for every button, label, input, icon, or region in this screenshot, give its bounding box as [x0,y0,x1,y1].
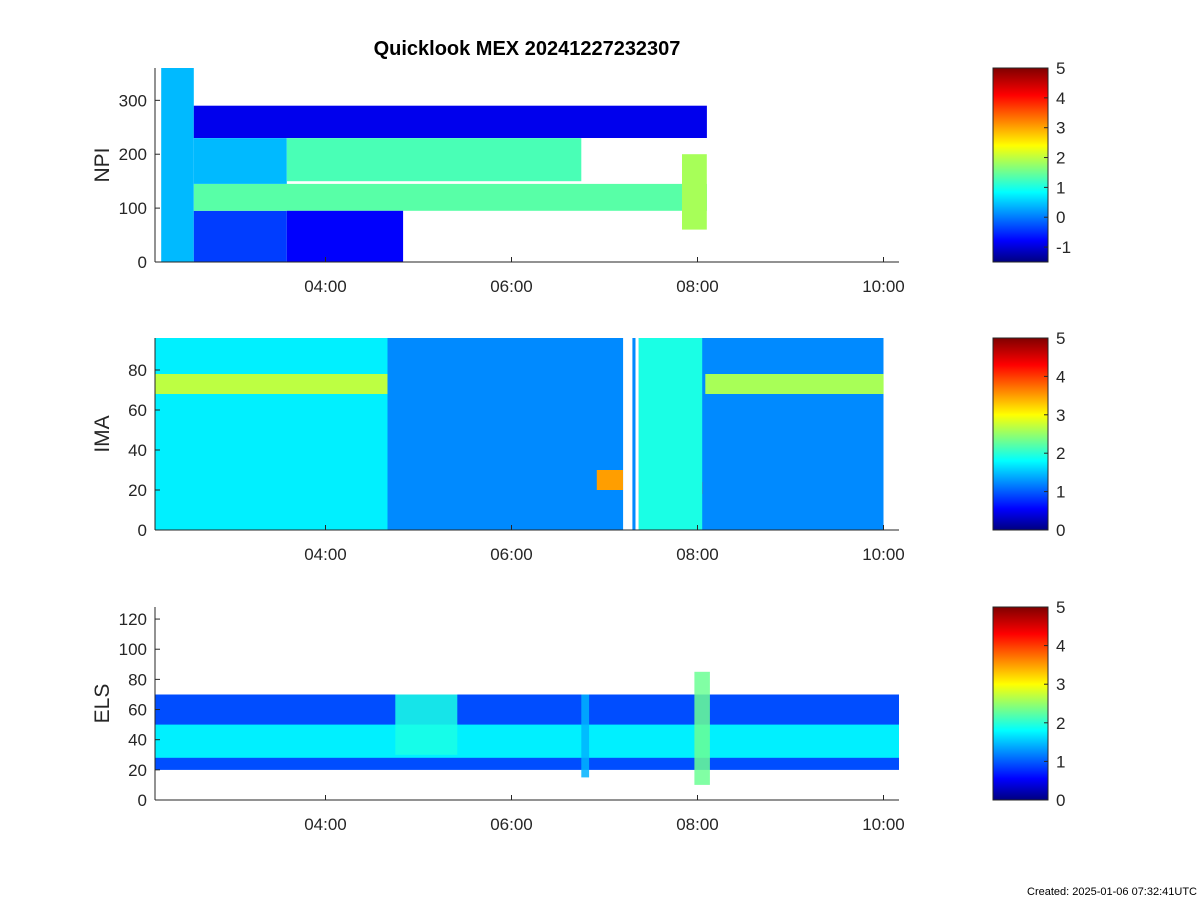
heatmap-cell-els-4 [694,671,710,785]
colorbar-tick-label: 0 [1056,208,1065,227]
heatmap-cell-els-2 [395,694,458,755]
colorbar-tick-label: 1 [1056,752,1065,771]
colorbar-tick-label: 4 [1056,367,1065,386]
heatmap-cell-npi-7 [682,154,707,230]
y-tick-label: 300 [119,91,147,110]
y-tick-label: 0 [138,791,147,810]
y-tick-label: 100 [119,640,147,659]
y-tick-label: 60 [128,401,147,420]
y-tick-label: 200 [119,145,147,164]
heatmap-cell-ima-3 [596,470,624,490]
colorbar-npi: -1 0 1 2 3 4 5 [992,59,1071,263]
heatmap-cell-els-3 [581,694,590,778]
heatmap-cell-npi-6 [286,210,404,262]
heatmap-cell-els-1 [155,724,899,758]
colorbar-tick-label: 4 [1056,637,1065,656]
colorbar-tick-label: 3 [1056,675,1065,694]
colorbar-tick-label: -1 [1056,238,1071,257]
colorbar-tick-label: 1 [1056,483,1065,502]
heatmap-cell-npi-5 [286,138,582,182]
colorbar-tick-label: 5 [1056,329,1065,348]
heatmap-cell-npi-4 [193,105,707,138]
heatmap-cell-ima-5 [638,338,703,530]
y-axis-label-els: ELS [91,684,114,724]
colorbar-els: 0 1 2 3 4 5 [992,598,1065,810]
y-tick-label: 120 [119,610,147,629]
y-tick-label: 60 [128,701,147,720]
y-axis-label-ima: IMA [91,415,114,452]
x-tick-label: 08:00 [676,545,719,564]
panel-els: 0 20 40 60 80 100 120 04:00 06:00 08:00 10:00 ELS [91,607,905,834]
y-tick-label: 100 [119,199,147,218]
colorbar-gradient [992,337,1049,531]
x-tick-label: 04:00 [304,277,347,296]
colorbar-gradient [992,606,1049,801]
heatmap-cell-npi-0 [161,68,194,262]
y-axis-label-npi: NPI [91,147,114,182]
x-tick-label: 08:00 [676,815,719,834]
x-tick-label: 10:00 [862,277,905,296]
colorbar-tick-label: 3 [1056,119,1065,138]
y-tick-label: 20 [128,761,147,780]
heatmap-cell-npi-3 [193,138,287,184]
panel-npi: 0 100 200 300 04:00 06:00 08:00 10:00 NPI [91,68,905,296]
x-tick-label: 06:00 [490,545,533,564]
y-tick-label: 40 [128,441,147,460]
y-tick-label: 80 [128,361,147,380]
heatmap-cell-npi-2 [193,183,707,211]
heatmap-cell-npi-1 [193,210,287,262]
chart-title: Quicklook MEX 20241227232307 [374,38,681,60]
colorbar-tick-label: 0 [1056,791,1065,810]
y-tick-label: 0 [138,521,147,540]
created-timestamp: Created: 2025-01-06 07:32:41UTC [1027,886,1197,898]
colorbar-tick-label: 2 [1056,444,1065,463]
x-tick-label: 10:00 [862,815,905,834]
colorbar-tick-label: 2 [1056,149,1065,168]
x-tick-label: 06:00 [490,277,533,296]
y-tick-label: 0 [138,253,147,272]
heatmap-cell-ima-0 [155,338,388,530]
colorbar-gradient [992,67,1049,263]
x-tick-label: 06:00 [490,815,533,834]
y-tick-label: 20 [128,481,147,500]
data-gap-0 [623,338,633,530]
x-tick-label: 10:00 [862,545,905,564]
y-tick-label: 40 [128,731,147,750]
colorbar-tick-label: 5 [1056,598,1065,617]
colorbar-tick-label: 1 [1056,178,1065,197]
y-tick-label: 80 [128,670,147,689]
x-tick-label: 04:00 [304,545,347,564]
colorbar-tick-label: 5 [1056,59,1065,78]
colorbar-tick-label: 3 [1056,406,1065,425]
colorbar-tick-label: 2 [1056,714,1065,733]
heatmap-cell-ima-2 [155,374,388,394]
data-gap-1 [635,338,639,530]
colorbar-tick-label: 4 [1056,89,1065,108]
x-tick-label: 04:00 [304,815,347,834]
panel-ima: 0 20 40 60 80 04:00 06:00 08:00 10:00 IMA [91,338,905,564]
colorbar-ima: 0 1 2 3 4 5 [992,329,1065,540]
x-tick-label: 08:00 [676,277,719,296]
heatmap-cell-ima-6 [705,374,884,394]
colorbar-tick-label: 0 [1056,521,1065,540]
